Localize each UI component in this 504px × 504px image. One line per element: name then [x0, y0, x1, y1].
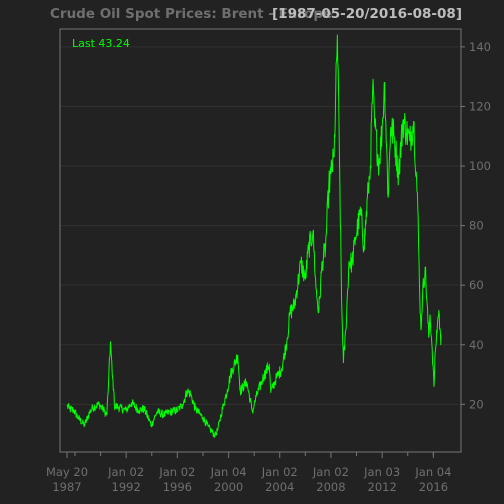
- y-axis: 20 40 60 80 100 120 140: [461, 40, 491, 411]
- plot-frame: [59, 28, 462, 453]
- x-tick-label-line1: Jan 04: [414, 465, 451, 479]
- price-series-line: [66, 34, 442, 438]
- series-layer: [66, 34, 442, 438]
- chart-title: Crude Oil Spot Prices: Brent - Europe: [50, 6, 332, 22]
- x-tick-label-line2: 2016: [419, 480, 448, 494]
- chart-date-range: [1987-05-20/2016-08-08]: [272, 6, 462, 22]
- y-tick-label: 40: [469, 338, 484, 352]
- x-tick-label-line1: Jan 02: [158, 465, 195, 479]
- x-tick-label-line1: May 20: [46, 465, 88, 479]
- y-tick-label: 100: [469, 159, 491, 173]
- x-tick-label-line1: Jan 02: [261, 465, 298, 479]
- x-tick-label-line1: Jan 02: [107, 465, 144, 479]
- x-tick-label-line2: 1992: [112, 480, 141, 494]
- y-tick-label: 80: [469, 219, 484, 233]
- last-value-label: Last 43.24: [72, 37, 130, 50]
- x-tick-label-line2: 2000: [214, 480, 243, 494]
- x-tick-label-line1: Jan 03: [363, 465, 400, 479]
- grid-layer: [60, 46, 461, 405]
- x-tick-label-line2: 2008: [316, 480, 345, 494]
- x-tick-label-line1: Jan 04: [210, 465, 247, 479]
- x-tick-label-line2: 2004: [265, 480, 294, 494]
- x-tick-label-line2: 1987: [52, 480, 81, 494]
- y-tick-label: 140: [469, 40, 491, 54]
- x-tick-label-line2: 2012: [368, 480, 397, 494]
- y-tick-label: 120: [469, 99, 491, 113]
- y-tick-label: 60: [469, 278, 484, 292]
- y-tick-label: 20: [469, 397, 484, 411]
- x-tick-label-line2: 1996: [163, 480, 192, 494]
- x-tick-label-line1: Jan 02: [312, 465, 349, 479]
